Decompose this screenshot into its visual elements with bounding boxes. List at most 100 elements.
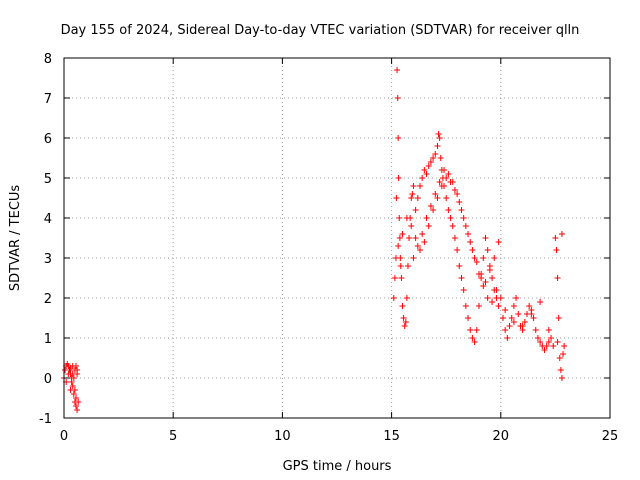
data-point — [434, 143, 441, 149]
data-point — [480, 255, 487, 261]
data-point — [423, 215, 430, 221]
data-point — [554, 339, 561, 345]
data-point — [548, 335, 555, 341]
data-point — [427, 159, 434, 165]
data-point — [493, 287, 500, 293]
data-point — [537, 339, 544, 345]
data-point — [408, 223, 415, 229]
data-point — [469, 247, 476, 253]
data-point — [70, 375, 77, 381]
y-tick-label: 3 — [44, 252, 52, 267]
data-point — [443, 195, 450, 201]
y-tick-label: 8 — [44, 52, 52, 67]
data-point — [400, 315, 407, 321]
data-point — [475, 271, 482, 277]
data-point — [414, 195, 421, 201]
data-point — [423, 171, 430, 177]
data-point — [552, 235, 559, 241]
data-point — [73, 395, 80, 401]
data-point — [410, 183, 417, 189]
data-point — [491, 255, 498, 261]
y-tick-label: 4 — [44, 212, 52, 227]
data-point — [557, 367, 564, 373]
data-point — [395, 243, 402, 249]
data-point — [545, 339, 552, 345]
y-tick-label: 0 — [44, 372, 52, 387]
data-point — [432, 191, 439, 197]
data-point — [555, 315, 562, 321]
data-point — [462, 223, 469, 229]
grid — [64, 58, 610, 418]
data-point — [402, 319, 409, 325]
data-point — [451, 235, 458, 241]
data-point — [465, 231, 472, 237]
x-tick-label: 10 — [274, 429, 291, 444]
data-point — [560, 351, 567, 357]
data-point — [406, 235, 413, 241]
data-point — [68, 379, 75, 385]
data-point — [458, 275, 465, 281]
data-point — [495, 239, 502, 245]
data-point — [528, 311, 535, 317]
data-point — [541, 347, 548, 353]
data-point — [437, 155, 444, 161]
data-point — [434, 195, 441, 201]
data-points — [61, 67, 568, 413]
data-point — [393, 195, 400, 201]
data-point — [504, 335, 511, 341]
data-point — [510, 303, 517, 309]
data-point — [471, 339, 478, 345]
data-point — [70, 391, 77, 397]
data-point — [443, 175, 450, 181]
y-tick-label: 1 — [44, 332, 52, 347]
x-tick-label: 25 — [602, 429, 619, 444]
data-point — [408, 195, 415, 201]
x-axis-label: GPS time / hours — [283, 459, 392, 474]
data-point — [502, 307, 509, 313]
data-point — [553, 247, 560, 253]
data-point — [73, 403, 80, 409]
data-point — [412, 207, 419, 213]
data-point — [454, 247, 461, 253]
data-point — [395, 135, 402, 141]
data-point — [554, 275, 561, 281]
data-point — [396, 215, 403, 221]
data-point — [460, 287, 467, 293]
data-point — [399, 231, 406, 237]
data-point — [425, 223, 432, 229]
data-point — [532, 327, 539, 333]
data-point — [403, 295, 410, 301]
data-point — [395, 175, 402, 181]
data-point — [394, 67, 401, 73]
data-point — [75, 399, 82, 405]
data-point — [416, 247, 423, 253]
data-point — [480, 283, 487, 289]
data-point — [421, 239, 428, 245]
data-point — [430, 155, 437, 161]
data-point — [482, 235, 489, 241]
data-point — [556, 355, 563, 361]
data-point — [397, 255, 404, 261]
data-point — [537, 299, 544, 305]
chart-title: Day 155 of 2024, Sidereal Day-to-day VTE… — [61, 23, 580, 38]
data-point — [403, 215, 410, 221]
y-tick-label: 6 — [44, 132, 52, 147]
data-point — [484, 247, 491, 253]
data-point — [432, 151, 439, 157]
data-point — [430, 207, 437, 213]
data-point — [390, 295, 397, 301]
data-point — [451, 187, 458, 193]
data-point — [530, 315, 537, 321]
data-point — [69, 383, 76, 389]
data-point — [558, 231, 565, 237]
data-point — [71, 387, 78, 393]
y-tick-label: 7 — [44, 92, 52, 107]
data-point — [394, 95, 401, 101]
data-point — [499, 315, 506, 321]
data-point — [449, 223, 456, 229]
data-point — [534, 335, 541, 341]
data-point — [506, 323, 513, 329]
data-point — [74, 371, 81, 377]
data-point — [497, 295, 504, 301]
data-point — [399, 303, 406, 309]
